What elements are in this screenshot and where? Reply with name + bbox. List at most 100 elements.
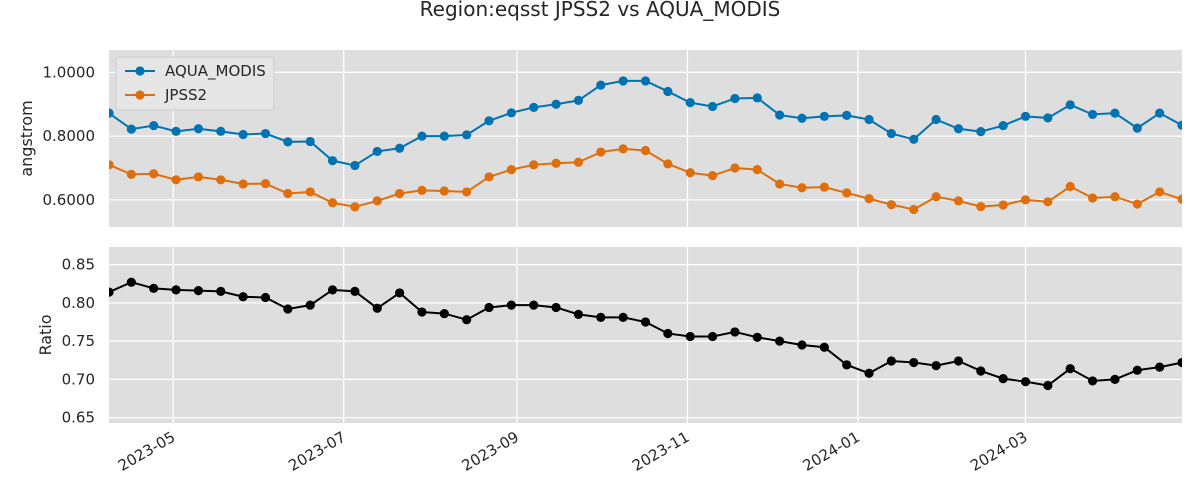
- data-point-ratio: [484, 302, 494, 313]
- data-point-jpss2: [640, 145, 651, 156]
- data-point-jpss2: [1065, 181, 1075, 192]
- data-point-ratio: [506, 300, 516, 310]
- data-point-jpss2: [1043, 197, 1053, 207]
- data-point-jpss2: [797, 183, 807, 193]
- data-point-aqua-modis: [752, 93, 762, 103]
- bottom-panel: 0.65 0.70 0.75 0.80 0.85 Ratio: [36, 247, 1182, 427]
- data-point-jpss2: [1177, 194, 1182, 204]
- data-point-jpss2: [149, 169, 159, 179]
- data-point-ratio: [775, 336, 785, 346]
- data-point-jpss2: [1155, 187, 1165, 197]
- data-point-ratio: [596, 312, 606, 322]
- data-point-jpss2: [707, 171, 718, 181]
- data-point-ratio: [109, 287, 114, 297]
- data-point-ratio: [283, 304, 293, 314]
- legend-label: AQUA_MODIS: [165, 62, 266, 81]
- data-point-ratio: [372, 303, 382, 313]
- data-point-jpss2: [529, 160, 539, 170]
- data-point-aqua-modis: [305, 136, 315, 147]
- data-point-ratio: [797, 340, 807, 350]
- x-tick-label: 2023-09: [459, 428, 522, 475]
- x-tick-label: 2023-05: [115, 428, 178, 475]
- data-point-ratio: [909, 357, 919, 368]
- data-point-ratio: [1155, 362, 1165, 372]
- data-point-aqua-modis: [462, 130, 472, 140]
- data-point-jpss2: [953, 196, 964, 206]
- data-point-jpss2: [752, 164, 762, 175]
- data-point-ratio: [1132, 365, 1142, 375]
- data-point-aqua-modis: [171, 126, 181, 136]
- data-point-ratio: [819, 342, 829, 352]
- data-point-ratio: [886, 356, 896, 366]
- data-point-jpss2: [238, 179, 248, 189]
- data-point-aqua-modis: [551, 99, 561, 109]
- data-point-ratio: [685, 331, 695, 342]
- data-point-jpss2: [618, 144, 628, 154]
- data-point-jpss2: [305, 187, 315, 197]
- data-point-jpss2: [998, 200, 1008, 210]
- data-point-jpss2: [327, 198, 338, 208]
- x-tick-label: 2023-11: [629, 428, 692, 475]
- legend: AQUA_MODIS JPSS2: [115, 56, 275, 111]
- data-point-ratio: [976, 366, 986, 376]
- data-point-aqua-modis: [640, 76, 651, 86]
- data-point-jpss2: [663, 159, 673, 169]
- y-tick-label: 0.75: [62, 332, 95, 350]
- legend-box: [115, 56, 275, 111]
- legend-label: JPSS2: [164, 86, 207, 104]
- data-point-aqua-modis: [395, 143, 405, 153]
- y-axis-label: Ratio: [36, 314, 55, 355]
- data-point-aqua-modis: [417, 131, 427, 141]
- data-point-ratio: [126, 277, 136, 287]
- data-point-jpss2: [260, 179, 271, 189]
- data-point-aqua-modis: [1065, 100, 1075, 110]
- data-point-ratio: [327, 285, 338, 295]
- y-axis-label: angstrom: [17, 100, 36, 176]
- data-point-jpss2: [171, 175, 181, 185]
- data-point-ratio: [1043, 380, 1053, 391]
- y-tick-label: 0.80: [62, 294, 95, 312]
- data-point-ratio: [529, 300, 539, 310]
- data-point-aqua-modis: [707, 101, 718, 112]
- data-point-jpss2: [909, 204, 919, 215]
- data-point-jpss2: [842, 188, 852, 198]
- chart-title: Region:eqsst JPSS2 vs AQUA_MODIS: [420, 0, 781, 21]
- data-point-aqua-modis: [998, 120, 1008, 131]
- data-point-jpss2: [573, 157, 584, 167]
- data-point-ratio: [573, 309, 584, 319]
- data-point-aqua-modis: [484, 116, 494, 126]
- data-point-jpss2: [484, 172, 494, 182]
- data-point-aqua-modis: [350, 160, 360, 171]
- legend-marker: [135, 90, 145, 100]
- data-point-ratio: [1110, 374, 1120, 384]
- data-point-aqua-modis: [1132, 123, 1142, 133]
- data-point-aqua-modis: [1110, 108, 1120, 118]
- y-tick-label: 0.70: [62, 370, 95, 388]
- data-point-aqua-modis: [149, 120, 159, 131]
- data-point-ratio: [439, 308, 449, 319]
- series-group: [109, 76, 1182, 215]
- data-point-jpss2: [1020, 195, 1031, 205]
- y-tick-label: 1.0000: [43, 63, 96, 81]
- data-point-aqua-modis: [109, 108, 114, 118]
- data-point-jpss2: [1110, 192, 1120, 202]
- data-point-ratio: [551, 302, 561, 313]
- data-point-aqua-modis: [283, 137, 293, 147]
- data-point-aqua-modis: [596, 80, 606, 90]
- data-point-aqua-modis: [573, 95, 584, 105]
- data-point-ratio: [417, 307, 427, 317]
- data-point-aqua-modis: [909, 134, 919, 144]
- data-point-jpss2: [596, 147, 606, 157]
- data-point-ratio: [305, 300, 315, 310]
- y-tick-label: 0.65: [62, 409, 95, 427]
- data-point-jpss2: [775, 179, 785, 189]
- data-point-aqua-modis: [1043, 113, 1053, 123]
- data-point-aqua-modis: [618, 76, 628, 86]
- data-point-ratio: [752, 332, 762, 342]
- data-point-ratio: [1065, 364, 1075, 374]
- series-group: [109, 277, 1182, 391]
- data-point-jpss2: [372, 196, 382, 206]
- data-point-ratio: [663, 328, 673, 339]
- data-point-jpss2: [685, 168, 695, 178]
- data-point-aqua-modis: [685, 98, 695, 108]
